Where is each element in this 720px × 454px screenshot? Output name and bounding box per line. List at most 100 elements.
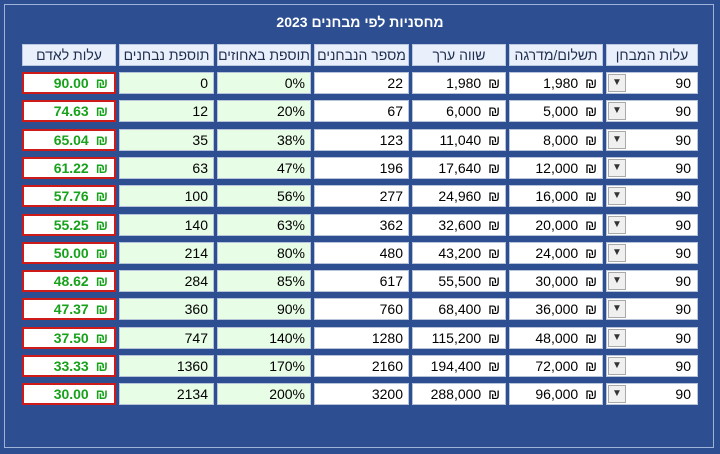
num-tested-cell: 67: [314, 100, 409, 122]
cost-per-person-cell: 50.00 ₪: [22, 242, 116, 264]
chevron-down-icon[interactable]: ▼: [608, 74, 626, 92]
payment-input[interactable]: 48,000 ₪: [509, 327, 603, 349]
value-cell: 43,200 ₪: [412, 242, 506, 264]
payment-input-text: 72,000: [535, 358, 579, 374]
test-cost-select[interactable]: 90 ▼: [606, 100, 698, 122]
num-tested-cell: 3200: [314, 383, 409, 405]
chevron-down-icon[interactable]: ▼: [608, 131, 626, 149]
cost-per-person-cell: 33.33 ₪: [22, 355, 116, 377]
percent-bonus-cell: 90%: [217, 298, 311, 320]
cost-per-person-cell: 61.22 ₪: [22, 157, 116, 179]
shekel-symbol: ₪: [581, 188, 597, 204]
percent-bonus-cell-text: 20%: [276, 103, 305, 119]
payment-input[interactable]: 36,000 ₪: [509, 298, 603, 320]
shekel-symbol: ₪: [91, 273, 108, 289]
chevron-down-icon[interactable]: ▼: [608, 159, 626, 177]
num-tested-cell-text: 3200: [371, 386, 403, 402]
payment-input[interactable]: 96,000 ₪: [509, 383, 603, 405]
payment-input[interactable]: 24,000 ₪: [509, 242, 603, 264]
test-cost-select[interactable]: 90 ▼: [606, 298, 698, 320]
payment-input-text: 30,000: [535, 273, 579, 289]
value-cell: 68,400 ₪: [412, 298, 506, 320]
value-cell: 6,000 ₪: [412, 100, 506, 122]
chevron-down-icon[interactable]: ▼: [608, 216, 626, 234]
shekel-symbol: ₪: [91, 358, 108, 374]
value-cell-text: 6,000: [446, 103, 482, 119]
test-cost-select-text: 90: [675, 358, 691, 374]
payment-input-text: 5,000: [543, 103, 579, 119]
shekel-symbol: ₪: [484, 217, 500, 233]
test-cost-select[interactable]: 90 ▼: [606, 185, 698, 207]
payment-input[interactable]: 30,000 ₪: [509, 270, 603, 292]
payment-input[interactable]: 1,980 ₪: [509, 72, 603, 94]
value-cell: 55,500 ₪: [412, 270, 506, 292]
cost-per-person-cell: 57.76 ₪: [22, 185, 116, 207]
chevron-down-icon[interactable]: ▼: [608, 102, 626, 120]
test-cost-select-text: 90: [675, 301, 691, 317]
tested-bonus-cell: 100: [119, 185, 214, 207]
shekel-symbol: ₪: [581, 160, 597, 176]
shekel-symbol: ₪: [581, 330, 597, 346]
tested-bonus-cell: 360: [119, 298, 214, 320]
tested-bonus-cell: 12: [119, 100, 214, 122]
test-cost-select-text: 90: [675, 386, 691, 402]
test-cost-select[interactable]: 90 ▼: [606, 383, 698, 405]
cost-per-person-cell-text: 74.63: [53, 103, 89, 119]
percent-bonus-cell: 170%: [217, 355, 311, 377]
num-tested-cell-text: 480: [379, 245, 403, 261]
payment-input[interactable]: 16,000 ₪: [509, 185, 603, 207]
test-cost-select[interactable]: 90 ▼: [606, 129, 698, 151]
header-cost-per-person: עלות לאדם: [22, 44, 116, 66]
cost-per-person-cell: 30.00 ₪: [22, 383, 116, 405]
payment-input[interactable]: 8,000 ₪: [509, 129, 603, 151]
test-cost-select-text: 90: [675, 103, 691, 119]
value-cell: 32,600 ₪: [412, 214, 506, 236]
main-panel: [4, 4, 714, 448]
percent-bonus-cell-text: 56%: [276, 188, 305, 204]
test-cost-select[interactable]: 90 ▼: [606, 242, 698, 264]
test-cost-select[interactable]: 90 ▼: [606, 327, 698, 349]
chevron-down-icon[interactable]: ▼: [608, 329, 626, 347]
cost-per-person-cell: 65.04 ₪: [22, 129, 116, 151]
num-tested-cell-text: 617: [379, 273, 403, 289]
payment-input[interactable]: 5,000 ₪: [509, 100, 603, 122]
percent-bonus-cell: 140%: [217, 327, 311, 349]
test-cost-select-text: 90: [675, 75, 691, 91]
header-num-tested: מספר הנבחנים: [314, 44, 409, 66]
chevron-down-icon[interactable]: ▼: [608, 244, 626, 262]
payment-input[interactable]: 12,000 ₪: [509, 157, 603, 179]
payment-input[interactable]: 20,000 ₪: [509, 214, 603, 236]
value-cell-text: 115,200: [431, 330, 482, 346]
shekel-symbol: ₪: [581, 217, 597, 233]
chevron-down-icon[interactable]: ▼: [608, 187, 626, 205]
num-tested-cell: 22: [314, 72, 409, 94]
test-cost-select[interactable]: 90 ▼: [606, 270, 698, 292]
header-test-cost: עלות המבחן: [606, 44, 698, 66]
chevron-down-icon[interactable]: ▼: [608, 385, 626, 403]
cost-per-person-cell-text: 48.62: [53, 273, 89, 289]
chevron-down-icon[interactable]: ▼: [608, 357, 626, 375]
payment-input-text: 1,980: [543, 75, 579, 91]
test-cost-select[interactable]: 90 ▼: [606, 214, 698, 236]
chevron-down-icon[interactable]: ▼: [608, 300, 626, 318]
num-tested-cell: 196: [314, 157, 409, 179]
percent-bonus-cell-text: 47%: [276, 160, 305, 176]
chevron-down-icon[interactable]: ▼: [608, 272, 626, 290]
value-cell-text: 32,600: [438, 217, 482, 233]
cost-per-person-cell-text: 57.76: [53, 188, 89, 204]
num-tested-cell-text: 277: [379, 188, 403, 204]
percent-bonus-cell: 20%: [217, 100, 311, 122]
payment-input-text: 24,000: [535, 245, 579, 261]
test-cost-select[interactable]: 90 ▼: [606, 72, 698, 94]
value-cell-text: 24,960: [438, 188, 482, 204]
test-cost-select[interactable]: 90 ▼: [606, 157, 698, 179]
test-cost-select[interactable]: 90 ▼: [606, 355, 698, 377]
shekel-symbol: ₪: [484, 330, 500, 346]
shekel-symbol: ₪: [484, 245, 500, 261]
test-cost-select-text: 90: [675, 132, 691, 148]
payment-input[interactable]: 72,000 ₪: [509, 355, 603, 377]
tested-bonus-cell-text: 0: [200, 75, 208, 91]
shekel-symbol: ₪: [484, 132, 500, 148]
percent-bonus-cell: 85%: [217, 270, 311, 292]
payment-input-text: 96,000: [535, 386, 579, 402]
